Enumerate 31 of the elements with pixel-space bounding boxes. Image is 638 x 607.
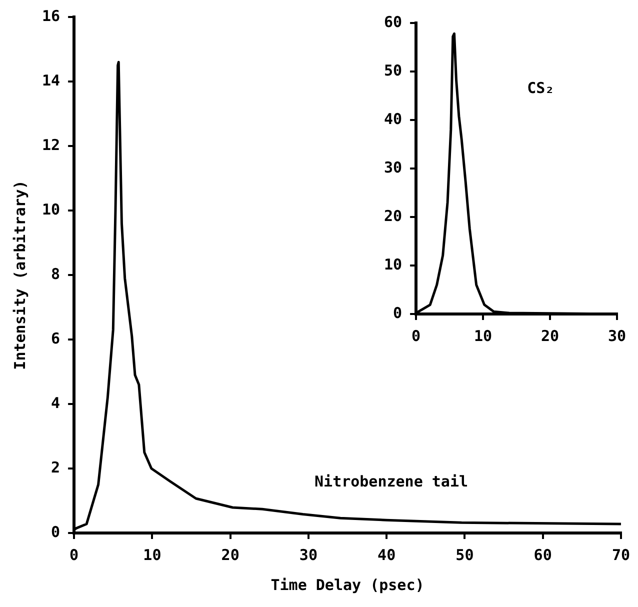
y-tick-label: 50 xyxy=(384,61,402,80)
x-tick-label: 60 xyxy=(534,546,552,564)
y-tick-label: 2 xyxy=(51,458,60,476)
y-tick-label: 10 xyxy=(42,200,60,218)
x-tick-label: 10 xyxy=(143,546,162,564)
x-tick-label: 20 xyxy=(540,326,560,345)
y-tick-label: 30 xyxy=(384,158,402,176)
y-tick-label: 40 xyxy=(384,110,402,128)
x-tick-label: 20 xyxy=(221,546,240,564)
y-tick-label: 8 xyxy=(51,264,60,283)
y-axis-title: Intensity (arbitrary) xyxy=(10,180,29,370)
y-tick-label: 0 xyxy=(393,304,402,322)
x-tick-label: 0 xyxy=(412,326,421,345)
y-tick-label: 4 xyxy=(51,394,60,412)
x-axis-title: Time Delay (psec) xyxy=(270,576,424,594)
x-tick-label: 0 xyxy=(70,546,79,564)
y-tick-label: 14 xyxy=(42,71,60,90)
y-tick-label: 16 xyxy=(42,6,60,25)
y-tick-label: 20 xyxy=(384,206,402,225)
y-tick-label: 10 xyxy=(384,255,402,274)
x-tick-label: 70 xyxy=(612,546,630,564)
series-label: Nitrobenzene tail xyxy=(314,472,468,491)
x-tick-label: 10 xyxy=(474,326,492,345)
y-tick-label: 60 xyxy=(384,12,402,31)
text: CS₂ xyxy=(527,78,554,97)
y-tick-label: 12 xyxy=(42,136,60,154)
y-tick-label: 0 xyxy=(51,522,60,541)
y-tick-label: 6 xyxy=(51,329,60,348)
x-tick-label: 50 xyxy=(456,546,474,564)
x-tick-label: 30 xyxy=(608,326,626,345)
x-tick-label: 30 xyxy=(299,546,318,564)
